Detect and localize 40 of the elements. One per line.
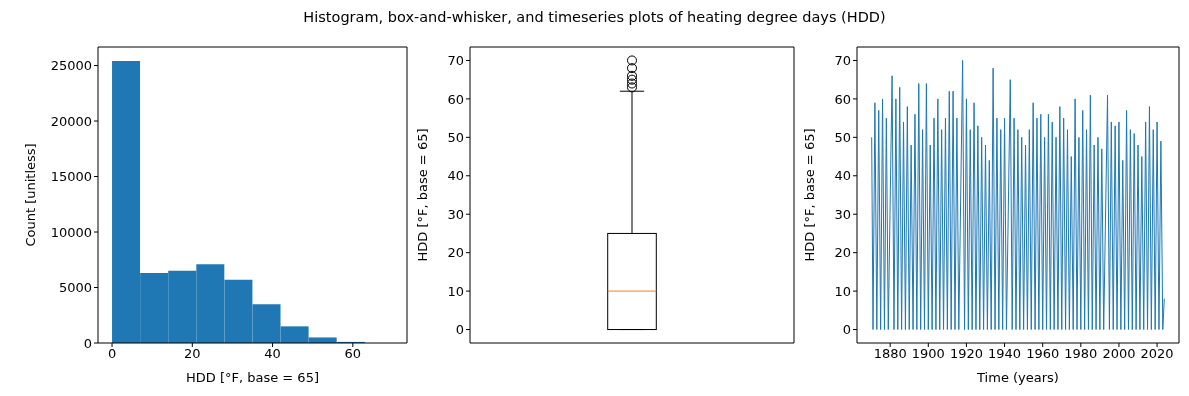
x-axis-title: Time (years)	[976, 370, 1059, 385]
y-tick-label: 60	[447, 91, 464, 107]
y-tick-label: 60	[834, 91, 851, 107]
x-tick-label: 0	[107, 346, 117, 362]
x-tick-label: 1880	[873, 346, 907, 362]
y-axis-title: HDD [°F, base = 65]	[414, 128, 430, 262]
y-tick-label: 0	[842, 322, 851, 338]
y-axis-title: HDD [°F, base = 65]	[801, 128, 817, 262]
x-tick-label: 60	[344, 346, 362, 362]
y-tick-label: 30	[834, 206, 851, 222]
y-tick-label: 10	[834, 283, 851, 299]
y-tick-label: 40	[834, 168, 851, 184]
y-tick-label: 50	[447, 129, 464, 145]
y-tick-label: 15000	[50, 169, 92, 185]
y-tick-label: 20	[834, 245, 851, 261]
x-axis-title: HDD [°F, base = 65]	[185, 370, 320, 385]
x-tick-label: 1940	[988, 346, 1022, 362]
y-tick-label: 70	[834, 53, 851, 69]
y-tick-label: 40	[447, 168, 464, 184]
y-tick-label: 10	[447, 283, 464, 299]
x-tick-label: 1960	[1026, 346, 1060, 362]
x-tick-label: 20	[184, 346, 201, 362]
x-tick-label: 1900	[911, 346, 945, 362]
y-tick-label: 50	[834, 129, 851, 145]
y-tick-label: 25000	[50, 58, 92, 74]
y-tick-label: 20000	[50, 113, 92, 129]
y-tick-label: 30	[447, 206, 464, 222]
x-tick-label: 40	[264, 346, 281, 362]
text: Histogram, box-and-whisker, and timeseries plots of heating degree days (HDD)	[302, 9, 887, 25]
y-tick-label: 0	[83, 335, 92, 351]
y-axis-title: Count [unitless]	[22, 143, 38, 247]
x-tick-label: 2020	[1140, 346, 1174, 362]
x-tick-label: 1920	[949, 346, 983, 362]
y-tick-label: 10000	[50, 224, 92, 240]
y-tick-label: 0	[455, 322, 464, 338]
y-tick-label: 70	[447, 53, 464, 69]
y-tick-label: 5000	[58, 280, 92, 296]
x-tick-label: 1980	[1064, 346, 1098, 362]
y-tick-label: 20	[447, 245, 464, 261]
x-tick-label: 2000	[1102, 346, 1136, 362]
